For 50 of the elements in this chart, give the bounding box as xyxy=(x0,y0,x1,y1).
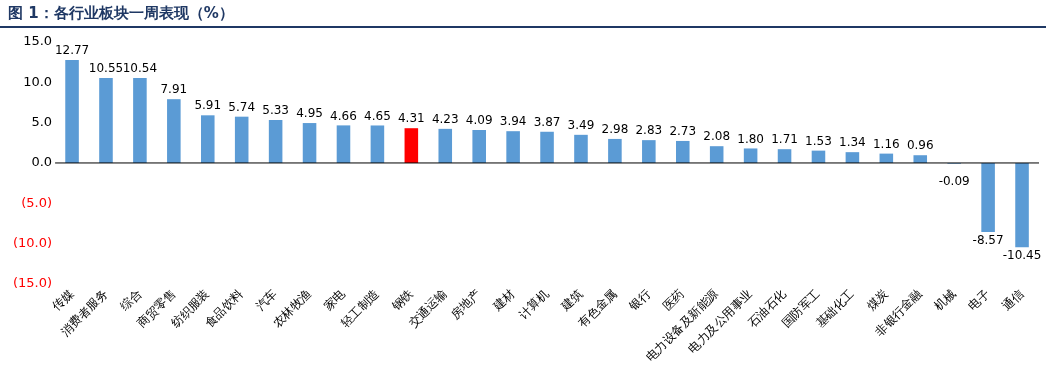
data-label: 1.34 xyxy=(839,135,866,150)
x-tick-label: 钢铁 xyxy=(388,286,416,315)
data-label: 4.31 xyxy=(397,111,425,126)
data-label: 2.98 xyxy=(601,122,629,137)
x-tick-label: 机械 xyxy=(931,286,959,314)
data-label: 1.80 xyxy=(737,131,764,146)
data-label: 0.96 xyxy=(906,138,934,153)
x-tick-label: 电子 xyxy=(965,286,993,314)
data-label: 12.77 xyxy=(54,43,90,58)
x-tick-label: 房地产 xyxy=(448,286,484,322)
x-tick-label: 银行 xyxy=(625,286,654,315)
y-tick-label: (10.0) xyxy=(13,234,53,250)
x-tick-label: 计算机 xyxy=(516,286,552,322)
data-label: 1.71 xyxy=(771,132,798,147)
data-label: 1.53 xyxy=(805,133,832,148)
data-label: -8.57 xyxy=(972,233,1004,248)
data-label: 3.94 xyxy=(499,114,527,129)
data-label: 5.91 xyxy=(194,98,222,113)
data-label: 3.49 xyxy=(567,117,595,132)
chart-title: 图 1：各行业板块一周表现（%） xyxy=(0,0,1046,28)
data-label: 5.33 xyxy=(262,103,289,118)
data-label: 5.74 xyxy=(228,99,256,114)
data-label: 7.91 xyxy=(160,82,188,97)
x-tick-label: 建材 xyxy=(489,286,518,315)
data-label: 4.09 xyxy=(465,113,493,128)
data-label: 2.73 xyxy=(669,124,697,139)
x-tick-label: 煤炭 xyxy=(863,286,891,314)
y-tick-label: 10.0 xyxy=(23,73,53,89)
data-label: -10.45 xyxy=(1002,248,1042,263)
data-label: 10.55 xyxy=(88,61,124,76)
data-label: 3.87 xyxy=(533,114,561,129)
x-tick-label: 汽车 xyxy=(253,286,280,314)
data-label: -0.09 xyxy=(938,173,970,188)
y-tick-label: 0.0 xyxy=(31,154,53,170)
x-tick-label: 建筑 xyxy=(557,286,586,315)
data-label: 2.83 xyxy=(635,123,663,138)
data-label: 4.95 xyxy=(296,106,323,121)
y-tick-label: 15.0 xyxy=(23,33,53,49)
x-tick-label: 综合 xyxy=(117,286,145,314)
x-tick-label: 医药 xyxy=(660,286,688,314)
data-label: 2.08 xyxy=(703,129,731,144)
x-tick-label: 家电 xyxy=(320,286,348,314)
data-label: 4.66 xyxy=(330,108,357,123)
data-label: 4.65 xyxy=(364,108,391,123)
y-tick-label: (5.0) xyxy=(21,194,53,210)
data-label: 10.54 xyxy=(122,61,158,76)
y-tick-label: 5.0 xyxy=(31,114,53,130)
data-label: 4.23 xyxy=(431,111,459,126)
data-label: 1.16 xyxy=(872,136,900,151)
x-tick-label: 通信 xyxy=(999,286,1027,314)
